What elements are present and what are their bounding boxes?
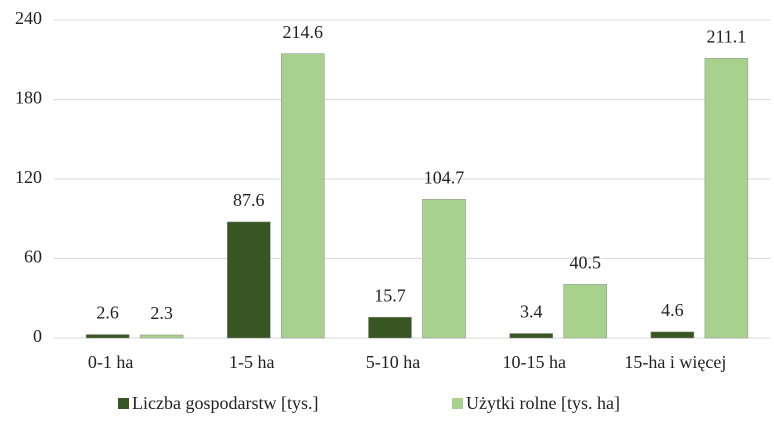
data-label: 4.6 [661,300,684,320]
x-tick-label: 10-15 ha [502,352,565,372]
x-tick-label: 0-1 ha [88,352,133,372]
bar [563,284,607,339]
data-label: 2.3 [150,303,173,323]
x-tick-label: 5-10 ha [366,352,420,372]
bar [85,334,130,339]
bar [227,221,271,339]
data-label: 40.5 [569,252,601,272]
data-label: 15.7 [374,285,406,305]
bar [368,316,412,339]
data-label: 2.6 [96,303,119,323]
y-tick-label: 0 [33,326,42,346]
data-label: 214.6 [283,22,324,42]
bar [422,199,466,339]
data-label: 3.4 [520,302,543,322]
legend-swatch [118,398,129,409]
data-label: 104.7 [424,167,465,187]
bar [509,333,553,339]
x-tick-label: 1-5 ha [229,352,274,372]
y-tick-label: 180 [15,88,42,108]
x-tick-label: 15-ha i więcej [624,352,726,372]
y-tick-label: 240 [15,8,42,28]
data-label: 211.1 [706,26,746,46]
legend-swatch [452,398,463,409]
bar [704,58,749,339]
bar [281,53,325,339]
bar [139,334,184,339]
legend-label: Liczba gospodarstw [tys.] [132,393,318,413]
data-label: 87.6 [233,190,265,210]
y-tick-label: 120 [15,167,42,187]
bar [650,331,695,339]
legend-label: Użytki rolne [tys. ha] [466,393,620,413]
y-tick-label: 60 [24,247,42,267]
